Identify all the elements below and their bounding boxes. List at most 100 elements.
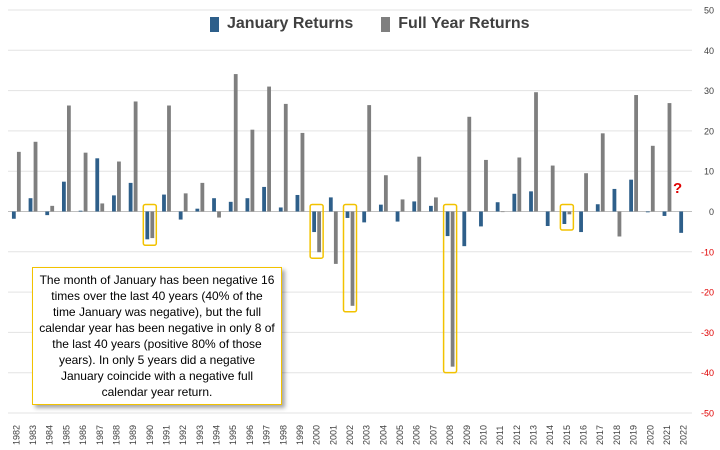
bar-january: [412, 201, 417, 212]
bar-january: [312, 211, 317, 233]
bar-full-year: [500, 211, 505, 213]
bar-full-year: [634, 95, 639, 212]
bar-full-year: [617, 211, 622, 237]
x-tick-label: 2001: [328, 425, 338, 445]
x-tick-label: 2010: [478, 425, 488, 445]
bar-full-year: [150, 211, 155, 239]
bar-january: [212, 198, 216, 212]
bar-january: [512, 193, 517, 212]
y-tick-label: 20: [704, 126, 714, 136]
x-tick-label: 1983: [28, 425, 38, 445]
bar-full-year: [467, 116, 472, 212]
highlight-box: [442, 203, 458, 374]
bar-january: [295, 194, 300, 212]
x-tick-label: 1998: [278, 425, 288, 445]
x-tick-label: 2018: [612, 425, 622, 445]
y-tick-label: 10: [704, 167, 714, 177]
x-tick-label: 1982: [11, 425, 21, 445]
bar-full-year: [584, 173, 588, 212]
x-tick-label: 2007: [428, 425, 438, 445]
x-tick-label: 1985: [61, 425, 71, 445]
bar-full-year: [600, 133, 605, 212]
bar-full-year: [434, 197, 438, 212]
bar-full-year: [367, 105, 372, 212]
bar-full-year: [66, 105, 71, 212]
highlight-box: [309, 203, 324, 259]
bar-full-year: [550, 165, 555, 212]
bar-january: [95, 158, 100, 212]
x-tick-label: 2009: [462, 425, 472, 445]
bar-january: [345, 211, 350, 218]
highlight-box: [342, 203, 358, 313]
bar-january: [45, 211, 50, 216]
highlight-box: [142, 203, 158, 247]
bar-january: [278, 207, 283, 212]
bar-january: [479, 211, 483, 227]
bar-full-year: [283, 103, 288, 212]
bar-full-year: [217, 211, 221, 218]
highlight-box: [559, 203, 575, 231]
bar-full-year: [383, 175, 388, 212]
bar-january: [662, 211, 667, 216]
bar-january: [529, 191, 533, 212]
x-tick-label: 2000: [312, 425, 322, 445]
x-tick-label: 1987: [95, 425, 105, 445]
bar-january: [362, 211, 367, 223]
bar-full-year: [183, 193, 188, 212]
bar-january: [629, 179, 634, 212]
bar-january: [262, 186, 266, 212]
y-tick-label: -50: [701, 409, 714, 419]
bar-january: [328, 197, 333, 212]
x-tick-label: 1988: [111, 425, 121, 445]
bar-january: [78, 210, 83, 212]
annotation-box: The month of January has been negative 1…: [32, 267, 282, 405]
legend-item-full-year: Full Year Returns: [381, 15, 530, 33]
bar-january: [462, 211, 467, 247]
y-tick-label: 50: [704, 6, 714, 16]
y-tick-label: -10: [701, 247, 714, 257]
x-tick-label: 1992: [178, 425, 188, 445]
bar-january: [145, 211, 150, 240]
bar-january: [28, 198, 33, 212]
bar-full-year: [300, 132, 305, 212]
bar-full-year: [667, 103, 672, 212]
bar-full-year: [33, 141, 38, 212]
bar-full-year: [133, 101, 138, 212]
question-mark-2022: ?: [673, 180, 683, 197]
x-tick-label: 2008: [445, 425, 455, 445]
bar-full-year: [167, 105, 171, 212]
bar-full-year: [650, 145, 655, 212]
bar-full-year: [450, 211, 455, 367]
bar-full-year: [567, 211, 572, 215]
x-tick-label: 1990: [145, 425, 155, 445]
bar-full-year: [83, 152, 88, 212]
bar-full-year: [267, 86, 271, 212]
legend-swatch-january: [210, 16, 219, 32]
bar-full-year: [400, 199, 405, 212]
x-tick-label: 2012: [512, 425, 522, 445]
y-tick-label: -20: [701, 288, 714, 298]
bar-full-year: [534, 92, 538, 212]
x-tick-label: 1991: [161, 425, 171, 445]
x-tick-label: 2002: [345, 425, 355, 445]
bar-full-year: [417, 156, 422, 212]
bar-january: [445, 211, 450, 237]
bar-full-year: [50, 205, 55, 212]
bar-january: [545, 211, 550, 227]
bar-january: [195, 208, 200, 212]
bar-full-year: [16, 151, 21, 212]
bar-full-year: [517, 157, 522, 212]
bar-january: [612, 188, 617, 212]
bar-january: [579, 211, 583, 233]
bar-january: [562, 211, 567, 224]
y-tick-label: 40: [704, 46, 714, 56]
x-tick-label: 2004: [378, 425, 388, 445]
x-tick-label: 2005: [395, 425, 405, 445]
y-tick-label: 0: [709, 207, 714, 217]
x-tick-label: 2015: [562, 425, 572, 445]
legend-swatch-full-year: [381, 16, 391, 32]
y-tick-label: -30: [701, 328, 714, 338]
x-tick-label: 2003: [362, 425, 372, 445]
bar-full-year: [233, 74, 238, 212]
x-tick-label: 2021: [662, 425, 672, 445]
